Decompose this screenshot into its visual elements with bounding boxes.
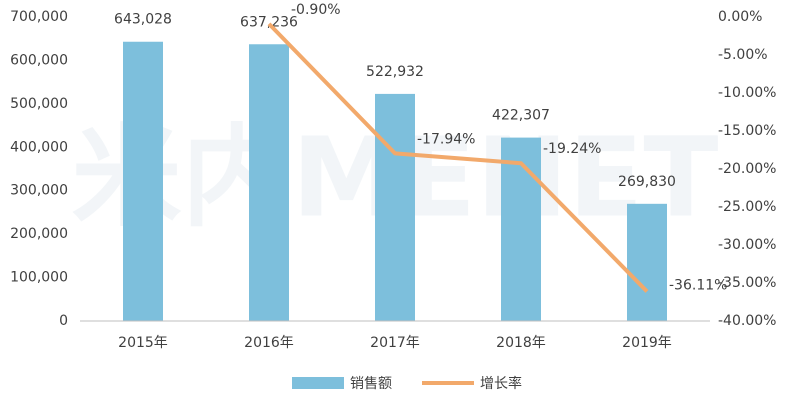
y2-tick-label: -5.00%	[718, 47, 768, 63]
y-tick-label: 200,000	[10, 226, 68, 242]
y-tick-label: 300,000	[10, 183, 68, 199]
value-label: -36.11%	[669, 277, 727, 293]
legend-swatch	[292, 377, 344, 389]
y2-tick-label: -20.00%	[718, 161, 776, 177]
value-label: 522,932	[366, 64, 424, 80]
bar	[249, 44, 289, 321]
value-label: 422,307	[492, 108, 550, 124]
x-tick-label: 2015年	[118, 335, 168, 351]
y2-tick-label: -35.00%	[718, 275, 776, 291]
value-label: 643,028	[114, 12, 172, 28]
y2-tick-label: -25.00%	[718, 199, 776, 215]
y-tick-label: 100,000	[10, 270, 68, 286]
y2-tick-label: -15.00%	[718, 123, 776, 139]
x-tick-label: 2017年	[370, 335, 420, 351]
y-tick-label: 700,000	[10, 9, 68, 25]
bar	[501, 137, 541, 321]
y2-tick-label: -30.00%	[718, 237, 776, 253]
y-tick-label: 600,000	[10, 52, 68, 68]
y2-tick-label: 0.00%	[718, 9, 762, 25]
bar	[123, 41, 163, 321]
bar	[627, 203, 667, 321]
value-label: -19.24%	[543, 141, 601, 157]
value-label: 269,830	[618, 174, 676, 190]
bar	[375, 93, 415, 321]
y-tick-label: 0	[59, 313, 68, 329]
y2-tick-label: -10.00%	[718, 85, 776, 101]
value-label: -17.94%	[417, 131, 475, 147]
legend-label: 增长率	[480, 375, 522, 392]
x-tick-label: 2018年	[496, 335, 546, 351]
x-tick-label: 2019年	[622, 335, 672, 351]
value-label: 637,236	[240, 14, 298, 30]
legend-label: 销售额	[350, 376, 392, 392]
y2-tick-label: -40.00%	[718, 313, 776, 329]
y-tick-label: 400,000	[10, 139, 68, 155]
value-label: -0.90%	[291, 2, 341, 18]
line	[267, 22, 649, 293]
y-tick-label: 500,000	[10, 96, 68, 112]
x-tick-label: 2016年	[244, 335, 294, 351]
